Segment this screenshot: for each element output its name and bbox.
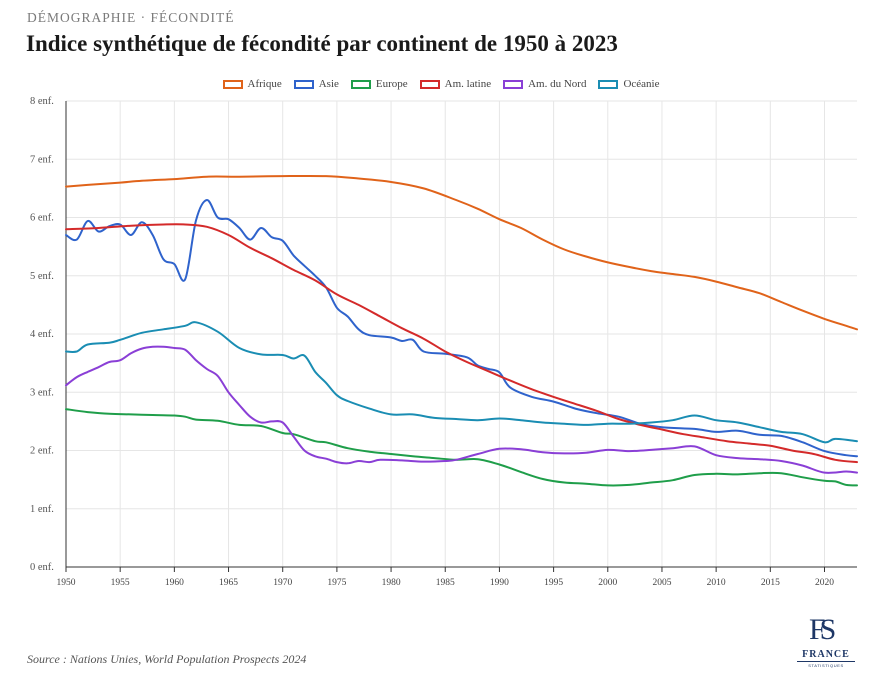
- x-tick-label: 2000: [598, 578, 617, 588]
- series-line-asie: [65, 199, 858, 458]
- y-axis: 0 enf. 1 enf. 2 enf. 3 enf. 4 enf. 5 enf. 6 en…: [30, 96, 67, 573]
- legend-swatch: [293, 79, 314, 89]
- chart-title: Indice synthétique de fécondité par cont…: [26, 31, 618, 56]
- y-tick-label: 4 enf.: [30, 329, 54, 340]
- y-tick-label: 3 enf.: [30, 387, 54, 398]
- legend-label: Am. du Nord: [528, 78, 587, 90]
- legend-swatch: [222, 79, 243, 89]
- legend-swatch: [598, 79, 619, 89]
- legend-swatch: [350, 79, 371, 89]
- legend-label: Océanie: [623, 78, 660, 90]
- y-tick-label: 6 enf.: [30, 213, 54, 224]
- x-tick-label: 1965: [219, 578, 238, 588]
- x-tick-label: 1985: [436, 578, 455, 588]
- x-tick-label: 2005: [652, 578, 671, 588]
- x-tick-label: 2015: [761, 578, 780, 588]
- chart-kicker: DÉMOGRAPHIE · FÉCONDITÉ: [27, 10, 235, 25]
- legend-label: Afrique: [247, 78, 282, 90]
- legend-item-europe[interactable]: Europe: [350, 78, 408, 90]
- x-tick-label: 1980: [382, 578, 401, 588]
- y-tick-label: 0 enf.: [30, 562, 54, 573]
- series-line-am-latine: [65, 223, 858, 464]
- series-line-oceanie: [65, 321, 858, 444]
- y-tick-label: 1 enf.: [30, 504, 54, 515]
- legend-item-am-du-nord[interactable]: Am. du Nord: [503, 78, 586, 90]
- y-tick-label: 7 enf.: [30, 154, 54, 165]
- x-tick-label: 1975: [327, 578, 346, 588]
- legend-label: Europe: [375, 78, 408, 90]
- france-statistiques-logo: FS FRANCE STATISTIQUES: [797, 613, 855, 669]
- y-tick-label: 8 enf.: [30, 96, 54, 107]
- legend-item-afrique[interactable]: Afrique: [222, 78, 282, 90]
- series-line-europe: [65, 408, 858, 487]
- logo-subtitle: STATISTIQUES: [797, 661, 855, 668]
- series-line-afrique: [65, 174, 858, 331]
- chart-legend: Afrique Asie Europe Am. latine Am. du Nord Oc…: [0, 78, 882, 90]
- logo-mark: FS: [809, 613, 836, 646]
- x-tick-label: 2010: [707, 578, 726, 588]
- x-tick-label: 1990: [490, 578, 509, 588]
- legend-item-oceanie[interactable]: Océanie: [598, 78, 659, 90]
- legend-label: Am. latine: [444, 78, 492, 90]
- x-tick-label: 1960: [165, 578, 184, 588]
- series-lines: [65, 174, 858, 487]
- legend-swatch: [503, 79, 524, 89]
- series-line-am-du-nord: [65, 345, 858, 474]
- y-tick-label: 5 enf.: [30, 271, 54, 282]
- legend-item-am-latine[interactable]: Am. latine: [419, 78, 492, 90]
- x-tick-label: 1955: [111, 578, 130, 588]
- legend-item-asie[interactable]: Asie: [293, 78, 339, 90]
- x-axis: 1950 1955 1960 1965 1970 1975 1980 1985 1990 1995…: [57, 566, 857, 588]
- x-tick-label: 1950: [57, 578, 76, 588]
- legend-label: Asie: [318, 78, 339, 90]
- chart-grid: [65, 100, 857, 568]
- line-chart: 0 enf. 1 enf. 2 enf. 3 enf. 4 enf. 5 enf. 6 en…: [30, 96, 858, 588]
- source-note: Source : Nations Unies, World Population…: [27, 652, 307, 666]
- logo-word: FRANCE: [802, 649, 850, 660]
- legend-swatch: [419, 79, 440, 89]
- x-tick-label: 2020: [815, 578, 834, 588]
- y-tick-label: 2 enf.: [30, 446, 54, 457]
- x-tick-label: 1995: [544, 578, 563, 588]
- x-tick-label: 1970: [273, 578, 292, 588]
